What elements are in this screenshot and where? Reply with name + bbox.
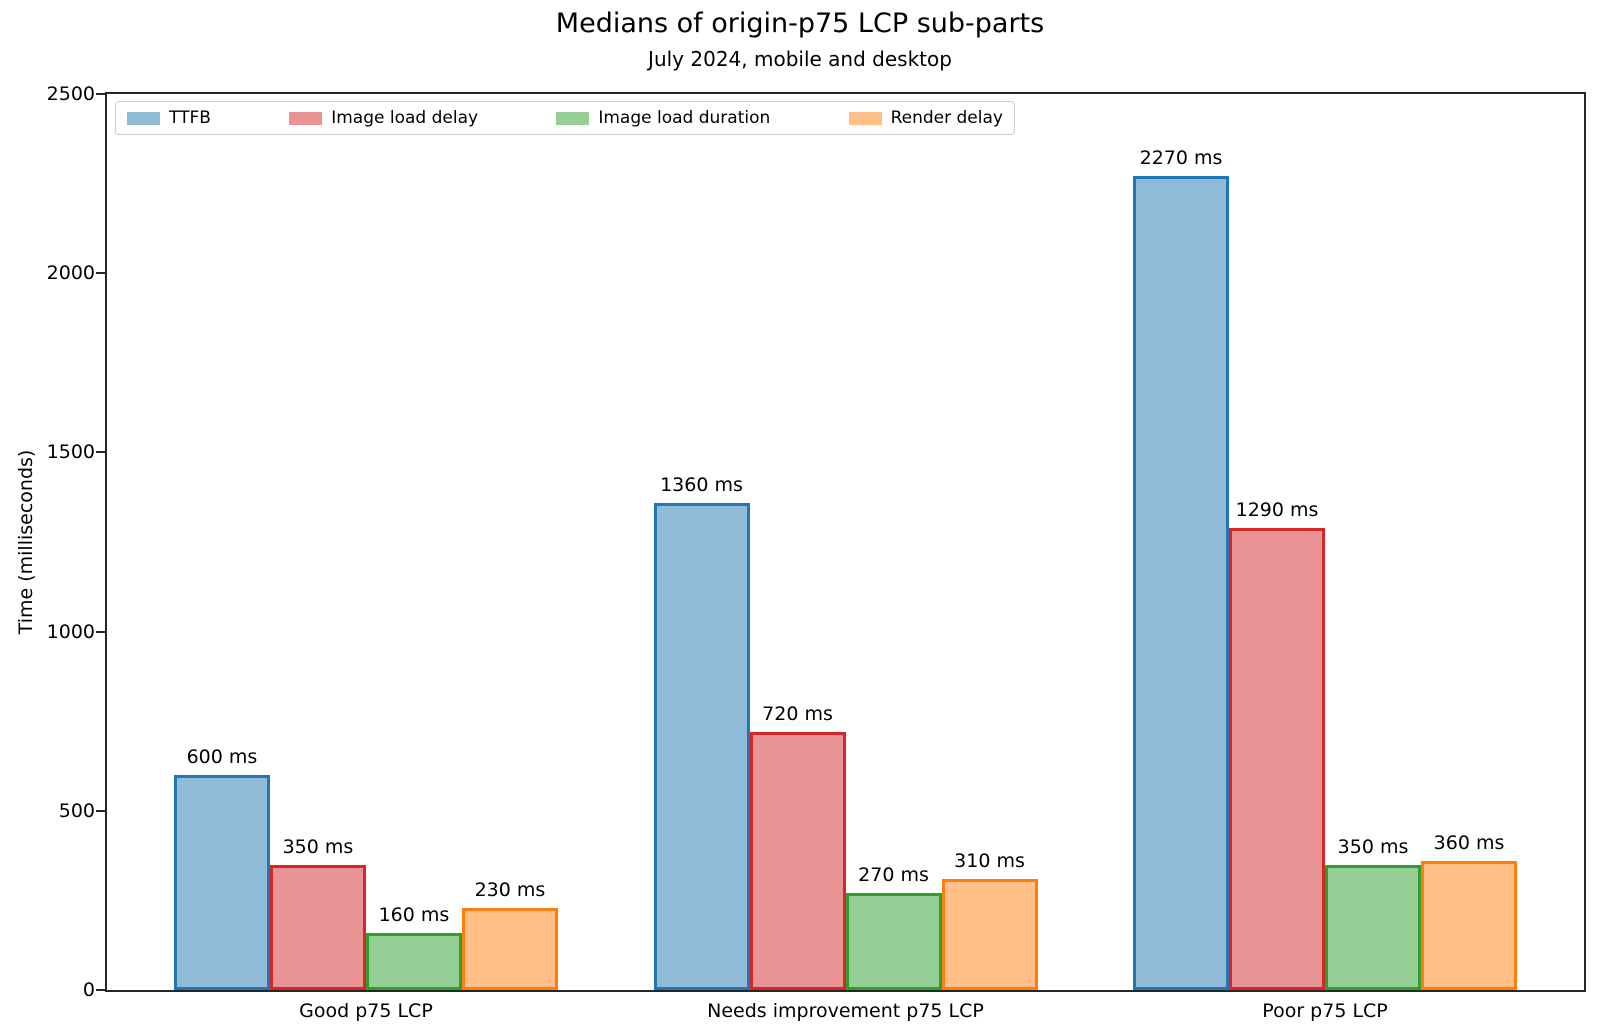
- bar: [845, 893, 942, 990]
- y-tick-label: 2000: [46, 262, 95, 285]
- bar-slot: 720 ms: [749, 703, 846, 990]
- y-tick-label: 2500: [46, 83, 95, 105]
- legend: TTFB Image load delay Image load duratio…: [115, 101, 1015, 135]
- y-axis-title: Time (milliseconds): [15, 449, 37, 635]
- y-tick-mark: [96, 451, 105, 454]
- legend-swatch-render-delay: [848, 111, 882, 125]
- legend-swatch-image-load-delay: [289, 111, 323, 125]
- bar-value-label: 350 ms: [1337, 836, 1409, 858]
- chart-subtitle: July 2024, mobile and desktop: [648, 47, 952, 71]
- bar-slot: 1290 ms: [1229, 499, 1326, 990]
- bar-group: 1360 ms 720 ms 270 ms 310 ms: [653, 474, 1038, 990]
- x-tick-label: Poor p75 LCP: [1262, 1000, 1388, 1022]
- bar: [653, 503, 750, 990]
- bar-value-label: 2270 ms: [1139, 147, 1223, 169]
- bar-value-label: 310 ms: [954, 850, 1025, 872]
- legend-swatch-image-load-duration: [556, 111, 590, 125]
- bar-slot: 2270 ms: [1133, 147, 1230, 990]
- plot-area: TTFB Image load delay Image load duratio…: [47, 83, 1586, 1001]
- bar-value-label: 600 ms: [186, 746, 258, 768]
- y-tick-label: 0: [82, 979, 95, 1001]
- bar-value-label: 1290 ms: [1235, 499, 1319, 521]
- bar-slot: 230 ms: [461, 879, 558, 990]
- bar-group: 2270 ms 1290 ms 350 ms 360 ms: [1133, 147, 1518, 990]
- legend-label: Image load delay: [331, 108, 479, 128]
- bar-value-label: 160 ms: [378, 904, 450, 926]
- y-tick-mark: [96, 809, 105, 812]
- bar-group: 600 ms 350 ms 160 ms 230 ms: [173, 746, 558, 990]
- legend-label: TTFB: [169, 108, 211, 128]
- bar-value-label: 720 ms: [762, 703, 833, 725]
- bar: [941, 879, 1038, 990]
- bar-slot: 160 ms: [365, 904, 462, 990]
- y-tick-mark: [96, 272, 105, 275]
- legend-item-image-load-duration: Image load duration: [556, 108, 770, 128]
- bar: [173, 775, 270, 990]
- y-tick-mark: [96, 93, 105, 95]
- bar-slot: 270 ms: [845, 864, 942, 990]
- legend-label: Image load duration: [598, 108, 771, 128]
- bar-value-label: 350 ms: [282, 836, 354, 858]
- bar: [461, 908, 558, 990]
- bar: [1229, 528, 1326, 990]
- legend-item-render-delay: Render delay: [848, 108, 1003, 128]
- y-tick-mark: [96, 630, 105, 633]
- bar-value-label: 270 ms: [858, 864, 929, 886]
- legend-label: Render delay: [890, 108, 1003, 128]
- bar: [749, 732, 846, 990]
- legend-swatch-ttfb: [127, 111, 160, 125]
- chart-title: Medians of origin-p75 LCP sub-parts: [555, 8, 1045, 39]
- x-tick-label: Needs improvement p75 LCP: [707, 1000, 984, 1022]
- bar-slot: 350 ms: [269, 836, 366, 990]
- bar-value-label: 360 ms: [1433, 832, 1505, 854]
- bar-value-label: 230 ms: [474, 879, 546, 901]
- x-tick-label: Good p75 LCP: [299, 1000, 433, 1022]
- bar: [1325, 865, 1422, 990]
- bar-slot: 310 ms: [941, 850, 1038, 990]
- y-tick-label: 1500: [46, 441, 95, 464]
- bar: [365, 933, 462, 990]
- bar-slot: 1360 ms: [653, 474, 750, 990]
- bar-slot: 600 ms: [173, 746, 270, 990]
- y-tick-mark: [96, 989, 105, 991]
- bar-slot: 350 ms: [1325, 836, 1422, 990]
- bar-value-label: 1360 ms: [660, 474, 743, 496]
- bar: [269, 865, 366, 990]
- y-tick-label: 500: [58, 799, 95, 822]
- legend-item-image-load-delay: Image load delay: [289, 108, 478, 128]
- bar: [1421, 861, 1518, 990]
- legend-item-ttfb: TTFB: [127, 108, 211, 128]
- y-tick-label: 1000: [46, 620, 95, 643]
- bar: [1133, 176, 1230, 990]
- bar-slot: 360 ms: [1421, 832, 1518, 990]
